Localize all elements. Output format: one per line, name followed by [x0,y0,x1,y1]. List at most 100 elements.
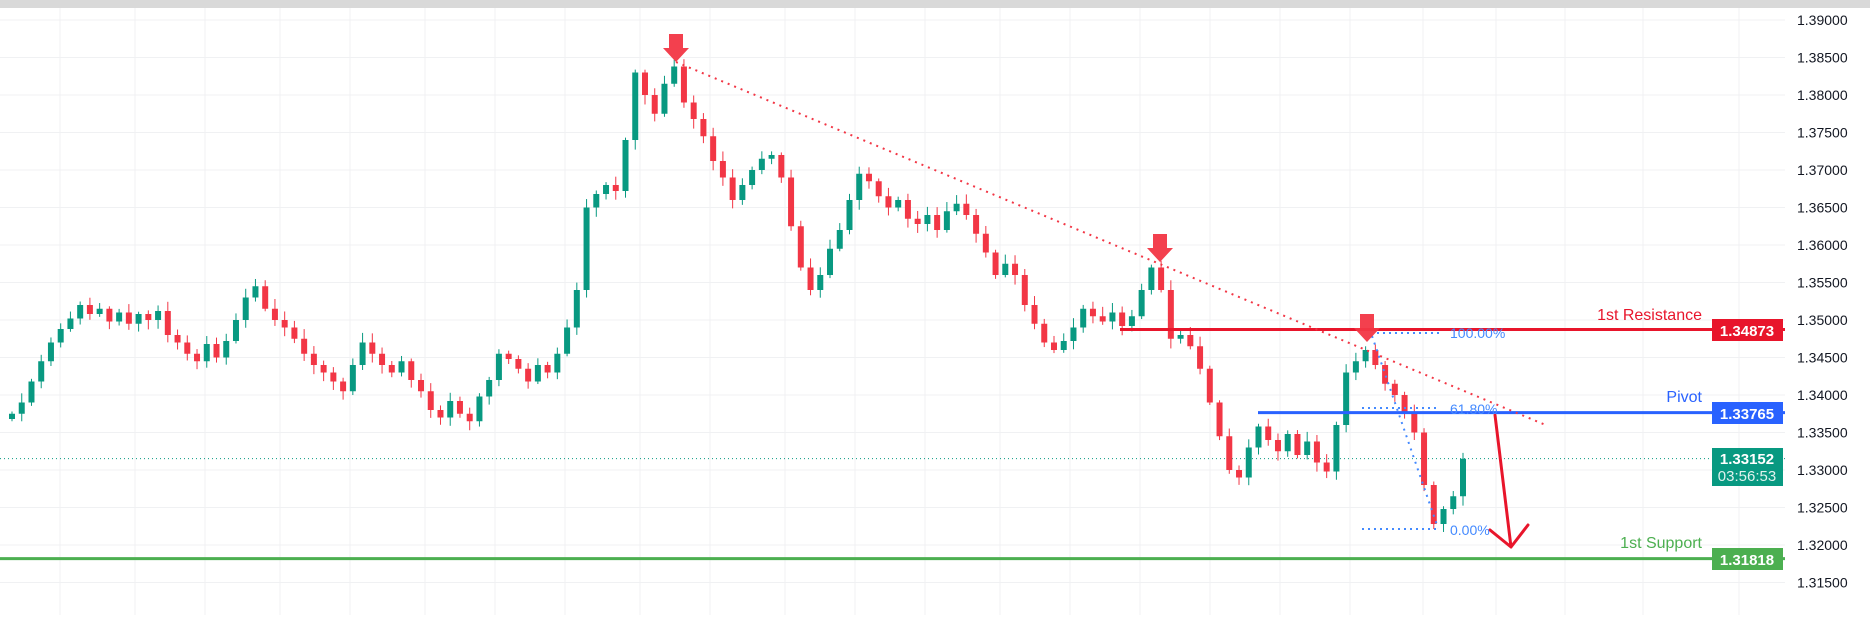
candle [232,313,239,344]
candle [1021,269,1028,312]
candle-body [885,196,892,208]
candle [768,151,775,165]
candle-body [447,401,454,418]
candle [281,311,288,337]
candle-body [38,361,45,382]
price-tick-label: 1.38000 [1797,87,1848,103]
candle-body [164,311,171,335]
candle [895,196,902,212]
candle-body [992,252,999,275]
price-tick-label: 1.36500 [1797,200,1848,216]
plot-area [0,34,1785,561]
candle [9,411,15,422]
candle-body [788,177,795,227]
candle [291,320,298,344]
candle [788,169,795,231]
candle-body [603,185,610,194]
candle-body [1031,305,1038,324]
candle [1012,255,1019,285]
price-tick-label: 1.39000 [1797,12,1848,28]
candle [729,169,736,209]
candle-body [456,401,463,414]
candle [184,335,191,361]
candle-body [739,185,746,200]
candle [758,151,765,175]
candle [924,206,931,232]
candle-body [194,353,201,362]
candle-body [125,312,132,324]
candle-body [271,308,278,320]
candle [973,208,980,243]
candle-body [1109,312,1116,322]
candle-body [1070,327,1077,341]
candle [612,176,619,200]
candle-body [1284,434,1291,452]
candle [1450,491,1457,515]
candle [1352,352,1359,381]
candle-body [710,136,717,161]
candle [106,306,113,330]
candle-body [184,342,191,354]
candle [369,333,376,363]
candle [690,95,697,129]
candle-body [846,200,853,230]
sell-arrow-icon [663,34,689,62]
price-tick-label: 1.31500 [1797,575,1848,591]
candle-body [1255,426,1262,448]
candle [67,311,74,332]
candle [680,59,687,108]
resistance-price-tag: 1.34873 [1712,319,1783,341]
candle [1391,379,1398,402]
candle-body [778,155,785,178]
candle [1148,264,1155,295]
candle-body [865,173,872,182]
candle [242,288,249,328]
candle [934,207,941,238]
grid [0,8,1785,615]
candle-body [291,327,298,339]
candle-body [379,353,386,365]
candle-body [564,327,571,354]
candle [1313,434,1320,472]
candle-body [1080,308,1087,328]
candle [963,194,970,220]
candle [778,152,785,183]
price-tick-label: 1.38500 [1797,50,1848,66]
candle [651,88,658,122]
candle [164,301,171,343]
candle-body [758,158,765,170]
candle-body [612,185,619,191]
candle [135,311,142,332]
candle [359,332,366,370]
candle-body [388,365,395,373]
candle-body [28,381,35,403]
candle-body [1372,350,1379,365]
candle [203,336,210,368]
candle [320,360,327,382]
candle [116,308,123,326]
candle-body [9,413,15,419]
candle-body [1197,346,1204,369]
candle-body [943,211,950,230]
candle-body [924,215,931,224]
candle [349,358,356,395]
candle [846,193,853,235]
candle-body [680,66,687,103]
candle [904,193,911,228]
candle-body [1430,485,1437,524]
candle [807,258,814,296]
candle [749,166,756,190]
candle [1343,364,1350,433]
candle [57,323,64,348]
candle-body [476,396,483,422]
candle-body [1050,342,1057,350]
candle [564,319,571,357]
candle [194,349,201,370]
candle-body [797,226,804,268]
candle [18,393,25,422]
support-label: 1st Support [1620,535,1702,552]
candle-body [719,161,726,178]
candle-body [856,173,863,200]
candle-body [1401,395,1408,414]
